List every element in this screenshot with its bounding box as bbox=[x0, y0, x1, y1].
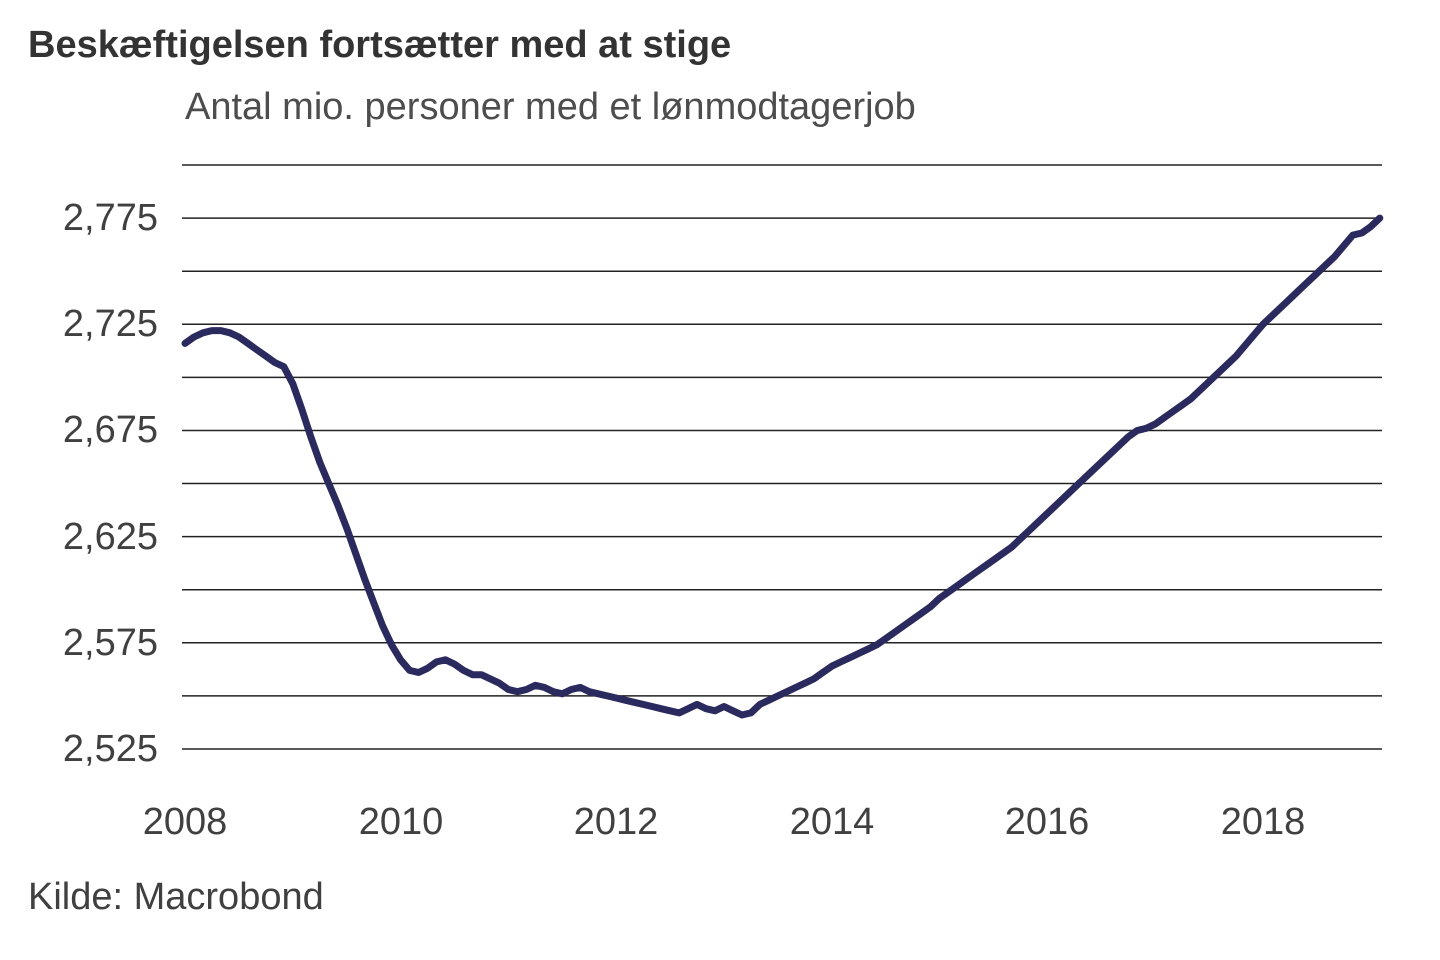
y-axis-tick-label: 2,575 bbox=[62, 622, 158, 664]
y-axis-tick-label: 2,725 bbox=[62, 303, 158, 345]
source-note: Kilde: Macrobond bbox=[28, 876, 324, 918]
y-axis-tick-label: 2,775 bbox=[62, 197, 158, 239]
y-axis-tick-label: 2,675 bbox=[62, 409, 158, 451]
x-axis-tick-label: 2016 bbox=[1004, 801, 1090, 843]
y-axis-tick-label: 2,525 bbox=[62, 728, 158, 770]
chart-title: Beskæftigelsen fortsætter med at stige bbox=[28, 24, 732, 66]
x-axis-tick-label: 2014 bbox=[789, 801, 875, 843]
employment-line bbox=[181, 214, 1384, 719]
x-axis-tick-label: 2018 bbox=[1220, 801, 1306, 843]
x-axis-tick-label: 2012 bbox=[573, 801, 659, 843]
y-axis-tick-label: 2,625 bbox=[62, 516, 158, 558]
x-axis-tick-label: 2008 bbox=[142, 801, 228, 843]
x-axis-tick-label: 2010 bbox=[358, 801, 444, 843]
chart-subtitle: Antal mio. personer med et lønmodtagerjo… bbox=[185, 86, 916, 128]
